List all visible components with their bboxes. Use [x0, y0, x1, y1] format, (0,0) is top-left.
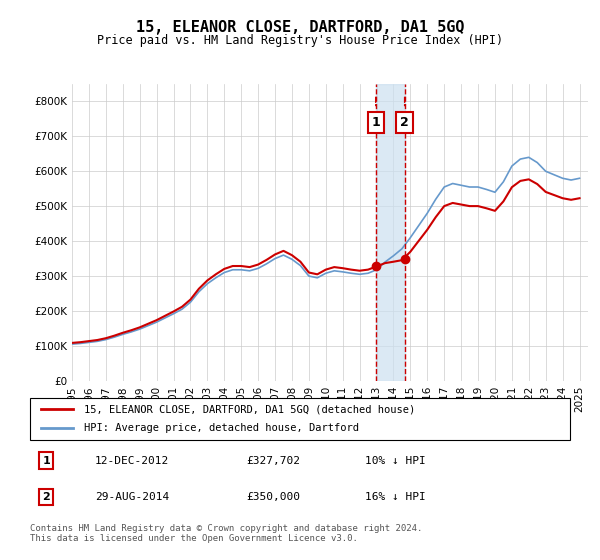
Text: 29-AUG-2014: 29-AUG-2014: [95, 492, 169, 502]
Text: 1: 1: [371, 116, 380, 129]
Text: 15, ELEANOR CLOSE, DARTFORD, DA1 5GQ (detached house): 15, ELEANOR CLOSE, DARTFORD, DA1 5GQ (de…: [84, 404, 415, 414]
Text: 2: 2: [400, 116, 409, 129]
Text: 15, ELEANOR CLOSE, DARTFORD, DA1 5GQ: 15, ELEANOR CLOSE, DARTFORD, DA1 5GQ: [136, 20, 464, 35]
Text: 10% ↓ HPI: 10% ↓ HPI: [365, 456, 425, 465]
Text: £327,702: £327,702: [246, 456, 300, 465]
Text: 2: 2: [43, 492, 50, 502]
Text: 1: 1: [43, 456, 50, 465]
FancyBboxPatch shape: [30, 398, 570, 440]
Text: £350,000: £350,000: [246, 492, 300, 502]
Text: 12-DEC-2012: 12-DEC-2012: [95, 456, 169, 465]
Bar: [376, 84, 404, 381]
Text: 16% ↓ HPI: 16% ↓ HPI: [365, 492, 425, 502]
Text: Contains HM Land Registry data © Crown copyright and database right 2024.
This d: Contains HM Land Registry data © Crown c…: [30, 524, 422, 543]
Text: HPI: Average price, detached house, Dartford: HPI: Average price, detached house, Dart…: [84, 423, 359, 433]
Text: Price paid vs. HM Land Registry's House Price Index (HPI): Price paid vs. HM Land Registry's House …: [97, 34, 503, 46]
